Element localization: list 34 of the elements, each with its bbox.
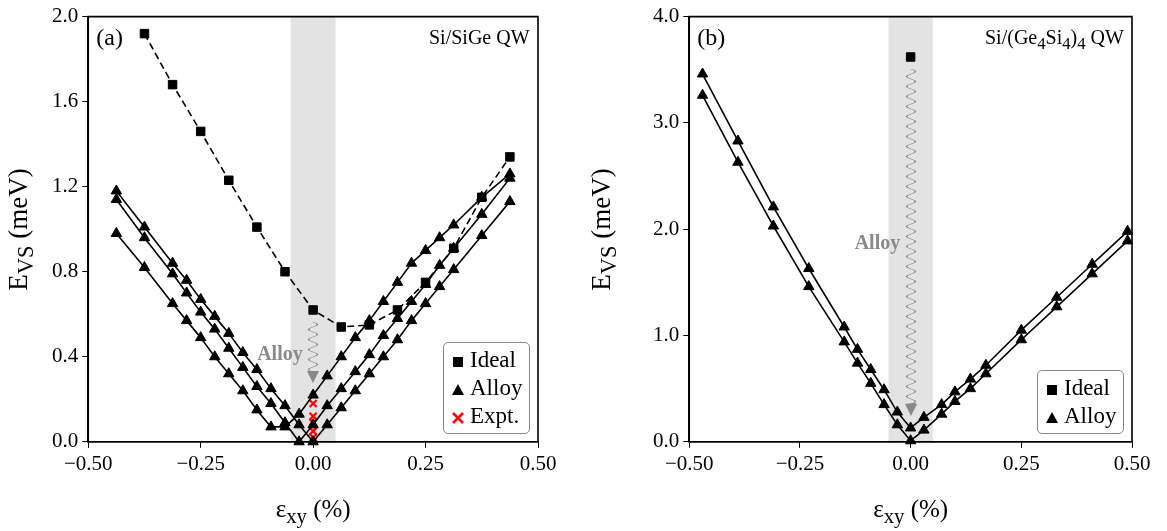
y-tick-label: 2.0 xyxy=(52,3,79,28)
y-tick-label: 0.0 xyxy=(653,428,680,453)
legend-label: Alloy xyxy=(470,374,523,400)
y-tick-label: 1.0 xyxy=(653,322,680,347)
legend-label: Expt. xyxy=(470,402,520,428)
x-tick-label: −0.50 xyxy=(63,450,113,475)
y-tick-label: 1.6 xyxy=(52,88,79,113)
annotation: Si/SiGe QW xyxy=(429,25,530,48)
annotation: (b) xyxy=(697,23,726,50)
y-tick-label: 1.2 xyxy=(52,173,79,198)
x-tick-label: 0.50 xyxy=(1113,450,1151,475)
annotation: Alloy xyxy=(257,341,303,364)
annotation: (a) xyxy=(96,23,123,50)
y-tick-label: 4.0 xyxy=(653,3,680,28)
y-tick-label: 0.8 xyxy=(52,258,79,283)
x-tick-label: 0.25 xyxy=(1002,450,1040,475)
annotation: Alloy xyxy=(854,231,901,254)
x-axis-title: ε$_{xy}$ (%) xyxy=(873,495,949,528)
legend-label: Ideal xyxy=(1064,374,1110,400)
y-tick-label: 0.0 xyxy=(52,428,79,453)
x-tick-label: −0.25 xyxy=(176,450,225,475)
x-tick-label: 0.25 xyxy=(407,450,444,475)
y-tick-label: 3.0 xyxy=(653,109,680,134)
legend-label: Ideal xyxy=(470,346,516,372)
x-tick-label: −0.50 xyxy=(664,450,714,475)
y-tick-label: 2.0 xyxy=(653,215,680,240)
x-tick-label: 0.00 xyxy=(892,450,929,475)
annotation: Si/(Ge$_{4}$Si$_{4}$)$_{4}$ QW xyxy=(985,25,1124,53)
y-tick-label: 0.4 xyxy=(52,343,79,368)
x-axis-title: ε$_{xy}$ (%) xyxy=(275,495,351,528)
legend-label: Alloy xyxy=(1064,402,1117,428)
x-tick-label: −0.25 xyxy=(775,450,825,475)
x-tick-label: 0.00 xyxy=(294,450,332,475)
x-tick-label: 0.50 xyxy=(519,450,557,475)
